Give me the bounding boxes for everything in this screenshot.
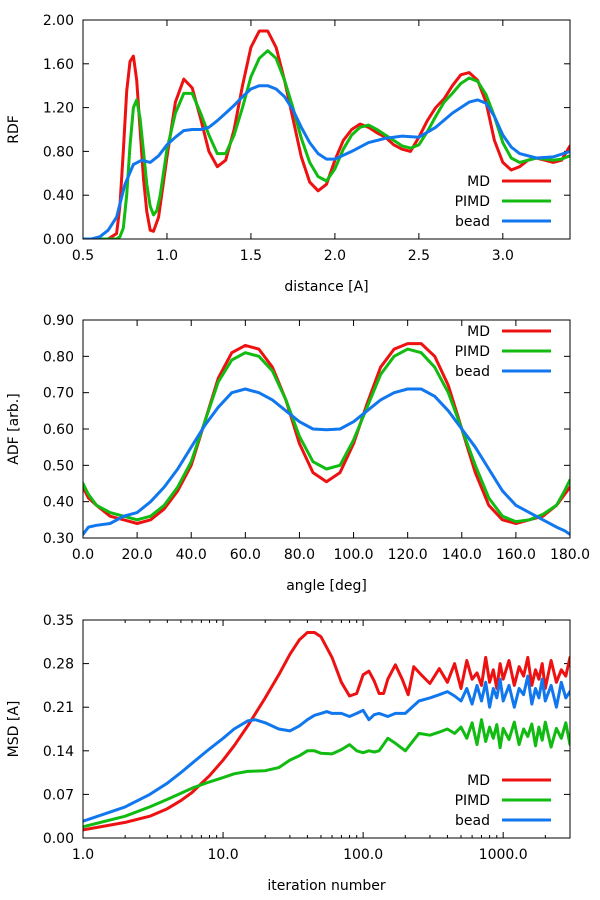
adf-xlabel: angle [deg] (286, 578, 367, 594)
msd-legend-label: MD (467, 773, 490, 789)
msd-ytick-label: 0.35 (43, 613, 74, 629)
adf-series-pimd (83, 347, 570, 524)
msd-ytick-label: 0.14 (43, 744, 74, 760)
adf-series-bead (83, 387, 570, 536)
rdf-xtick-label: 1.5 (240, 248, 262, 264)
rdf-ytick-label: 0.00 (43, 232, 74, 248)
adf-xtick-label: 120.0 (388, 547, 428, 563)
adf-xtick-label: 40.0 (176, 547, 207, 563)
msd-chart: 0.00 0.07 0.14 0.21 0.28 0.35 1.0 10.0 100.0 1000… (6, 613, 571, 894)
adf-ytick-label: 0.80 (43, 349, 74, 365)
adf-chart: 0.30 0.40 0.50 0.60 0.70 0.80 0.90 0.0 20.0 40.0 6… (6, 313, 590, 594)
rdf-ytick-label: 2.00 (43, 13, 74, 29)
msd-xtick-label: 1000.0 (479, 847, 528, 863)
msd-xlabel: iteration number (267, 878, 385, 894)
adf-ytick-label: 0.90 (43, 313, 74, 329)
rdf-xtick-label: 0.5 (72, 248, 94, 264)
rdf-xlabel: distance [A] (284, 279, 368, 295)
adf-ytick-label: 0.60 (43, 422, 74, 438)
adf-ytick-label: 0.30 (43, 531, 74, 547)
msd-xtick-label: 100.0 (343, 847, 383, 863)
adf-ylabel: ADF [arb.] (6, 393, 22, 464)
rdf-ylabel: RDF (6, 115, 22, 144)
adf-xtick-label: 160.0 (496, 547, 536, 563)
adf-ytick-label: 0.70 (43, 386, 74, 402)
rdf-series-pimd (83, 49, 570, 239)
msd-series-bead (83, 674, 570, 823)
msd-ytick-label: 0.07 (43, 787, 74, 803)
msd-xtick-label: 1.0 (72, 847, 94, 863)
rdf-ytick-label: 0.80 (43, 144, 74, 160)
adf-plot-frame (82, 319, 571, 539)
msd-legend-label: bead (455, 813, 490, 829)
rdf-ytick-label: 0.40 (43, 188, 74, 204)
rdf-legend-label: PIMD (455, 194, 490, 210)
adf-xtick-label: 140.0 (442, 547, 482, 563)
msd-legend-label: PIMD (455, 793, 490, 809)
adf-xtick-label: 20.0 (122, 547, 153, 563)
msd-ytick-label: 0.00 (43, 831, 74, 847)
adf-series-md (83, 342, 570, 525)
msd-plot-frame (82, 619, 571, 839)
adf-ytick-label: 0.40 (43, 495, 74, 511)
rdf-ytick-label: 1.20 (43, 101, 74, 117)
rdf-legend-label: bead (455, 214, 490, 230)
rdf-chart: 0.00 0.40 0.80 1.20 1.60 2.00 0.5 1.0 1.5 2.0 2.5 3… (6, 13, 571, 295)
rdf-xtick-label: 2.0 (324, 248, 346, 264)
rdf-ytick-label: 1.60 (43, 57, 74, 73)
msd-ytick-label: 0.28 (43, 657, 74, 673)
adf-xtick-label: 60.0 (230, 547, 261, 563)
adf-ytick-label: 0.50 (43, 458, 74, 474)
rdf-series-bead (83, 84, 570, 239)
msd-series-md (83, 631, 570, 832)
msd-xtick-label: 10.0 (207, 847, 238, 863)
adf-legend-label: bead (455, 364, 490, 380)
adf-legend-label: PIMD (455, 344, 490, 360)
adf-legend-label: MD (467, 324, 490, 340)
msd-series-pimd (83, 718, 570, 829)
rdf-legend-label: MD (467, 174, 490, 190)
adf-xtick-label: 180.0 (550, 547, 590, 563)
adf-xtick-label: 0.0 (72, 547, 94, 563)
msd-ylabel: MSD [A] (6, 701, 22, 758)
rdf-plot-frame (82, 19, 571, 240)
rdf-series-md (83, 29, 570, 239)
adf-xtick-label: 100.0 (334, 547, 374, 563)
msd-ytick-label: 0.21 (43, 700, 74, 716)
rdf-xtick-label: 1.0 (156, 248, 178, 264)
rdf-xtick-label: 3.0 (492, 248, 514, 264)
adf-xtick-label: 80.0 (284, 547, 315, 563)
rdf-xtick-label: 2.5 (408, 248, 430, 264)
